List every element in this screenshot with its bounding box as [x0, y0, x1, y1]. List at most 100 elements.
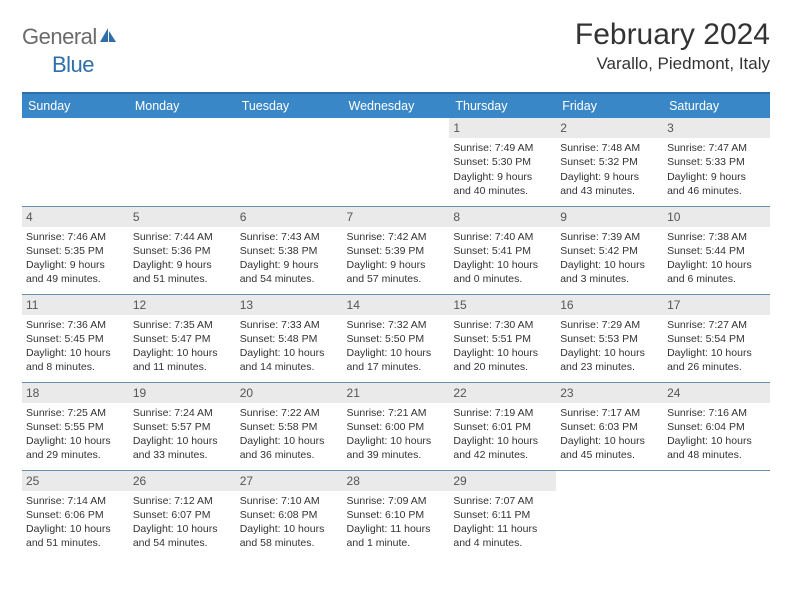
weekday-header: Tuesday	[236, 93, 343, 118]
sunrise-line: Sunrise: 7:07 AM	[453, 494, 552, 508]
daylight-line: Daylight: 10 hours and 26 minutes.	[667, 346, 766, 374]
calendar-cell: 28Sunrise: 7:09 AMSunset: 6:10 PMDayligh…	[343, 470, 450, 558]
sunrise-line: Sunrise: 7:29 AM	[560, 318, 659, 332]
calendar-cell: 22Sunrise: 7:19 AMSunset: 6:01 PMDayligh…	[449, 382, 556, 470]
sunset-line: Sunset: 6:06 PM	[26, 508, 125, 522]
sunset-line: Sunset: 6:03 PM	[560, 420, 659, 434]
sunset-line: Sunset: 6:04 PM	[667, 420, 766, 434]
daylight-line: Daylight: 9 hours and 49 minutes.	[26, 258, 125, 286]
sunrise-line: Sunrise: 7:30 AM	[453, 318, 552, 332]
day-number: 4	[22, 207, 129, 227]
daylight-line: Daylight: 10 hours and 42 minutes.	[453, 434, 552, 462]
sunrise-line: Sunrise: 7:22 AM	[240, 406, 339, 420]
sunset-line: Sunset: 6:07 PM	[133, 508, 232, 522]
sunrise-line: Sunrise: 7:40 AM	[453, 230, 552, 244]
sunrise-line: Sunrise: 7:46 AM	[26, 230, 125, 244]
day-number: 10	[663, 207, 770, 227]
sunset-line: Sunset: 5:41 PM	[453, 244, 552, 258]
sunset-line: Sunset: 5:38 PM	[240, 244, 339, 258]
sunset-line: Sunset: 5:58 PM	[240, 420, 339, 434]
sunrise-line: Sunrise: 7:09 AM	[347, 494, 446, 508]
month-title: February 2024	[575, 18, 770, 52]
day-number: 2	[556, 118, 663, 138]
daylight-line: Daylight: 10 hours and 36 minutes.	[240, 434, 339, 462]
title-block: February 2024 Varallo, Piedmont, Italy	[575, 18, 770, 74]
calendar-cell: 15Sunrise: 7:30 AMSunset: 5:51 PMDayligh…	[449, 294, 556, 382]
sunrise-line: Sunrise: 7:38 AM	[667, 230, 766, 244]
location-subtitle: Varallo, Piedmont, Italy	[575, 54, 770, 74]
daylight-line: Daylight: 10 hours and 58 minutes.	[240, 522, 339, 550]
weekday-header: Saturday	[663, 93, 770, 118]
daylight-line: Daylight: 10 hours and 29 minutes.	[26, 434, 125, 462]
sunset-line: Sunset: 5:51 PM	[453, 332, 552, 346]
sunset-line: Sunset: 6:01 PM	[453, 420, 552, 434]
weekday-header: Friday	[556, 93, 663, 118]
calendar-cell: 6Sunrise: 7:43 AMSunset: 5:38 PMDaylight…	[236, 206, 343, 294]
day-number: 6	[236, 207, 343, 227]
calendar-cell-empty	[663, 470, 770, 558]
sunrise-line: Sunrise: 7:33 AM	[240, 318, 339, 332]
calendar-table: SundayMondayTuesdayWednesdayThursdayFrid…	[22, 92, 770, 558]
calendar-body: 1Sunrise: 7:49 AMSunset: 5:30 PMDaylight…	[22, 118, 770, 558]
day-number: 13	[236, 295, 343, 315]
daylight-line: Daylight: 9 hours and 51 minutes.	[133, 258, 232, 286]
calendar-cell: 17Sunrise: 7:27 AMSunset: 5:54 PMDayligh…	[663, 294, 770, 382]
daylight-line: Daylight: 10 hours and 39 minutes.	[347, 434, 446, 462]
calendar-row: 1Sunrise: 7:49 AMSunset: 5:30 PMDaylight…	[22, 118, 770, 206]
day-number: 3	[663, 118, 770, 138]
day-number: 5	[129, 207, 236, 227]
calendar-cell-empty	[129, 118, 236, 206]
calendar-cell: 13Sunrise: 7:33 AMSunset: 5:48 PMDayligh…	[236, 294, 343, 382]
sunrise-line: Sunrise: 7:27 AM	[667, 318, 766, 332]
calendar-cell-empty	[343, 118, 450, 206]
sunrise-line: Sunrise: 7:17 AM	[560, 406, 659, 420]
day-number: 9	[556, 207, 663, 227]
logo-text-general: General	[22, 24, 97, 50]
calendar-cell: 19Sunrise: 7:24 AMSunset: 5:57 PMDayligh…	[129, 382, 236, 470]
calendar-cell: 21Sunrise: 7:21 AMSunset: 6:00 PMDayligh…	[343, 382, 450, 470]
sunset-line: Sunset: 5:47 PM	[133, 332, 232, 346]
calendar-cell-empty	[236, 118, 343, 206]
sunset-line: Sunset: 6:08 PM	[240, 508, 339, 522]
daylight-line: Daylight: 10 hours and 11 minutes.	[133, 346, 232, 374]
calendar-cell: 7Sunrise: 7:42 AMSunset: 5:39 PMDaylight…	[343, 206, 450, 294]
daylight-line: Daylight: 9 hours and 57 minutes.	[347, 258, 446, 286]
sunset-line: Sunset: 5:30 PM	[453, 155, 552, 169]
calendar-cell: 2Sunrise: 7:48 AMSunset: 5:32 PMDaylight…	[556, 118, 663, 206]
sunset-line: Sunset: 5:39 PM	[347, 244, 446, 258]
day-number: 18	[22, 383, 129, 403]
daylight-line: Daylight: 9 hours and 54 minutes.	[240, 258, 339, 286]
sunrise-line: Sunrise: 7:16 AM	[667, 406, 766, 420]
calendar-cell: 4Sunrise: 7:46 AMSunset: 5:35 PMDaylight…	[22, 206, 129, 294]
sunrise-line: Sunrise: 7:10 AM	[240, 494, 339, 508]
calendar-cell: 10Sunrise: 7:38 AMSunset: 5:44 PMDayligh…	[663, 206, 770, 294]
calendar-row: 18Sunrise: 7:25 AMSunset: 5:55 PMDayligh…	[22, 382, 770, 470]
day-number: 19	[129, 383, 236, 403]
day-number: 1	[449, 118, 556, 138]
sunrise-line: Sunrise: 7:44 AM	[133, 230, 232, 244]
sunrise-line: Sunrise: 7:36 AM	[26, 318, 125, 332]
sunset-line: Sunset: 6:10 PM	[347, 508, 446, 522]
calendar-cell: 14Sunrise: 7:32 AMSunset: 5:50 PMDayligh…	[343, 294, 450, 382]
sunset-line: Sunset: 5:32 PM	[560, 155, 659, 169]
sunset-line: Sunset: 5:50 PM	[347, 332, 446, 346]
daylight-line: Daylight: 10 hours and 23 minutes.	[560, 346, 659, 374]
calendar-cell: 23Sunrise: 7:17 AMSunset: 6:03 PMDayligh…	[556, 382, 663, 470]
sunrise-line: Sunrise: 7:14 AM	[26, 494, 125, 508]
sunset-line: Sunset: 6:00 PM	[347, 420, 446, 434]
sunset-line: Sunset: 5:45 PM	[26, 332, 125, 346]
calendar-cell: 8Sunrise: 7:40 AMSunset: 5:41 PMDaylight…	[449, 206, 556, 294]
weekday-header: Wednesday	[343, 93, 450, 118]
day-number: 29	[449, 471, 556, 491]
calendar-cell: 3Sunrise: 7:47 AMSunset: 5:33 PMDaylight…	[663, 118, 770, 206]
calendar-cell: 20Sunrise: 7:22 AMSunset: 5:58 PMDayligh…	[236, 382, 343, 470]
calendar-cell: 16Sunrise: 7:29 AMSunset: 5:53 PMDayligh…	[556, 294, 663, 382]
logo: General	[22, 24, 119, 50]
sunrise-line: Sunrise: 7:42 AM	[347, 230, 446, 244]
day-number: 21	[343, 383, 450, 403]
daylight-line: Daylight: 11 hours and 1 minute.	[347, 522, 446, 550]
sunset-line: Sunset: 6:11 PM	[453, 508, 552, 522]
calendar-cell: 27Sunrise: 7:10 AMSunset: 6:08 PMDayligh…	[236, 470, 343, 558]
day-number: 17	[663, 295, 770, 315]
calendar-cell: 1Sunrise: 7:49 AMSunset: 5:30 PMDaylight…	[449, 118, 556, 206]
